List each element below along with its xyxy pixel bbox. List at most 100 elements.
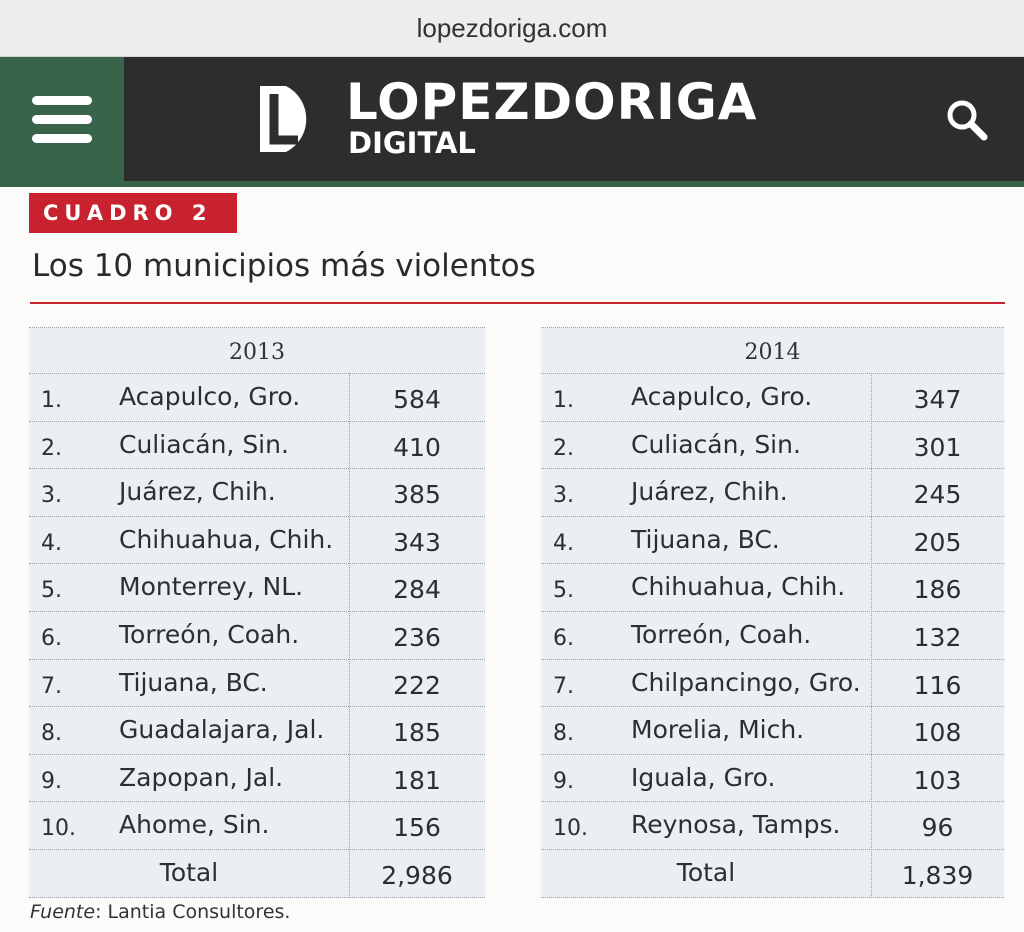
- rank: 1.: [553, 388, 574, 413]
- column-divider: [349, 373, 350, 898]
- table-row: 6. Torreón, Coah. 236: [29, 612, 485, 660]
- municipality: Juárez, Chih.: [119, 477, 276, 507]
- table-row: 8. Guadalajara, Jal. 185: [29, 707, 485, 755]
- table-2013: 2013 1. Acapulco, Gro. 584 2. Culiacán, Sin…: [29, 327, 485, 898]
- table-row: 5. Chihuahua, Chih. 186: [541, 564, 1004, 612]
- title-divider: [30, 302, 1005, 304]
- column-divider: [871, 373, 872, 898]
- table-row: 9. Iguala, Gro. 103: [541, 755, 1004, 803]
- homicide-count: 108: [913, 718, 962, 748]
- rank: 8.: [41, 721, 62, 747]
- rank: 5.: [553, 578, 574, 604]
- table-2014: 2014 1. Acapulco, Gro. 347 2. Culiacán, Sin…: [541, 327, 1004, 898]
- municipality: Chilpancingo, Gro.: [631, 667, 861, 697]
- rank: 3.: [41, 483, 62, 509]
- homicide-count: 222: [393, 670, 441, 700]
- rank: 1.: [41, 388, 62, 413]
- search-icon[interactable]: [944, 97, 990, 143]
- logo-mark-icon: [260, 86, 307, 152]
- rank: 7.: [41, 673, 62, 699]
- homicide-count: 236: [393, 622, 441, 652]
- header-accent-strip: [0, 181, 1024, 187]
- url-text: lopezdoriga.com: [416, 12, 608, 43]
- table-year-header: 2013: [29, 328, 485, 374]
- rank: 2.: [41, 435, 62, 461]
- municipality: Acapulco, Gro.: [119, 382, 301, 411]
- homicide-count: 410: [393, 432, 441, 462]
- table-row: 3. Juárez, Chih. 245: [541, 469, 1004, 517]
- table-row: 7. Chilpancingo, Gro. 116: [541, 660, 1004, 708]
- rank: 6.: [553, 625, 574, 651]
- municipality: Morelia, Mich.: [631, 715, 805, 745]
- logo-subtitle: DIGITAL: [348, 126, 476, 160]
- rank: 2.: [553, 435, 574, 461]
- source-text: : Lantia Consultores.: [95, 901, 291, 923]
- logo-title[interactable]: LOPEZDORIGA: [346, 73, 758, 131]
- homicide-count: 103: [913, 765, 962, 795]
- homicide-count: 284: [393, 575, 441, 605]
- table-row: 8. Morelia, Mich. 108: [541, 707, 1004, 755]
- table-row: 2. Culiacán, Sin. 301: [541, 422, 1004, 470]
- table-row: 9. Zapopan, Jal. 181: [29, 755, 485, 803]
- table-row: 10. Reynosa, Tamps. 96: [541, 802, 1004, 850]
- table-row: 4. Chihuahua, Chih. 343: [29, 517, 485, 565]
- table-row: 6. Torreón, Coah. 132: [541, 612, 1004, 660]
- address-bar[interactable]: lopezdoriga.com: [0, 0, 1024, 57]
- municipality: Iguala, Gro.: [631, 762, 776, 792]
- rank: 9.: [553, 768, 574, 794]
- municipality: Acapulco, Gro.: [631, 382, 813, 411]
- homicide-count: 186: [913, 575, 962, 605]
- total-value: 1,839: [901, 860, 974, 890]
- homicide-count: 347: [913, 385, 962, 414]
- article-title: Los 10 municipios más violentos: [32, 248, 536, 284]
- homicide-count: 245: [913, 480, 962, 510]
- homicide-count: 116: [913, 670, 962, 700]
- municipality: Ahome, Sin.: [119, 810, 270, 840]
- rank: 3.: [553, 483, 574, 509]
- chart-badge: CUADRO 2: [29, 193, 237, 233]
- rank: 5.: [41, 578, 62, 604]
- table-total-row: Total 1,839: [541, 850, 1004, 898]
- municipality: Tijuana, BC.: [119, 667, 268, 697]
- homicide-count: 96: [921, 813, 954, 843]
- rank: 6.: [41, 625, 62, 651]
- hamburger-menu-icon[interactable]: [0, 57, 124, 181]
- table-row: 3. Juárez, Chih. 385: [29, 469, 485, 517]
- table-row: 1. Acapulco, Gro. 347: [541, 374, 1004, 422]
- rank: 7.: [553, 673, 574, 699]
- table-year-header: 2014: [541, 328, 1004, 374]
- rank: 10.: [41, 816, 76, 842]
- municipality: Torreón, Coah.: [119, 619, 300, 649]
- rank: 8.: [553, 721, 574, 747]
- homicide-count: 385: [393, 480, 441, 510]
- rank: 4.: [553, 530, 574, 556]
- table-row: 4. Tijuana, BC. 205: [541, 517, 1004, 565]
- total-label: Total: [159, 857, 219, 887]
- homicide-count: 156: [393, 813, 441, 843]
- municipality: Tijuana, BC.: [631, 524, 780, 554]
- total-value: 2,986: [381, 860, 453, 890]
- table-row: 7. Tijuana, BC. 222: [29, 660, 485, 708]
- municipality: Culiacán, Sin.: [631, 429, 801, 459]
- municipality: Chihuahua, Chih.: [631, 572, 846, 602]
- source-note: Fuente: Lantia Consultores.: [30, 901, 290, 923]
- rank: 4.: [41, 530, 62, 556]
- homicide-count: 205: [913, 527, 962, 557]
- municipality: Juárez, Chih.: [631, 477, 788, 507]
- total-label: Total: [676, 857, 736, 887]
- table-row: 10. Ahome, Sin. 156: [29, 802, 485, 850]
- homicide-count: 301: [913, 432, 962, 462]
- municipality: Torreón, Coah.: [631, 619, 812, 649]
- municipality: Monterrey, NL.: [119, 572, 304, 602]
- table-row: 1. Acapulco, Gro. 584: [29, 374, 485, 422]
- homicide-count: 181: [393, 765, 441, 795]
- homicide-count: 584: [393, 385, 441, 414]
- table-row: 5. Monterrey, NL. 284: [29, 564, 485, 612]
- homicide-count: 132: [913, 622, 962, 652]
- table-total-row: Total 2,986: [29, 850, 485, 898]
- municipality: Culiacán, Sin.: [119, 429, 289, 459]
- site-header: LOPEZDORIGA DIGITAL: [0, 57, 1024, 181]
- municipality: Zapopan, Jal.: [119, 762, 284, 792]
- municipality: Chihuahua, Chih.: [119, 524, 334, 554]
- homicide-count: 185: [393, 718, 441, 748]
